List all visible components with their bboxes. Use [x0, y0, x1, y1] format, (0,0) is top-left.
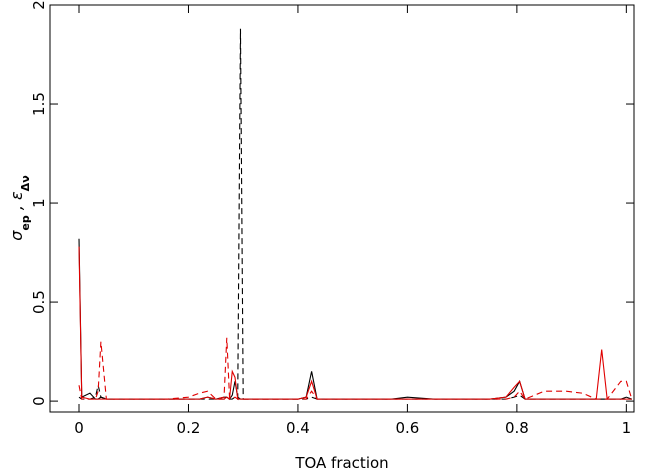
- data-line: [78, 246, 632, 401]
- x-tick-label: 1: [622, 419, 632, 437]
- data-line: [78, 28, 632, 401]
- x-tick-label: 0.4: [286, 419, 310, 437]
- data-line: [78, 238, 632, 400]
- x-tick-label: 0.2: [177, 419, 201, 437]
- y-label-symbol: σ: [7, 230, 26, 241]
- plot-frame: [49, 4, 635, 413]
- y-label-symbol: ,: [7, 200, 26, 215]
- y-tick-label: 0.5: [30, 290, 48, 314]
- data-line: [78, 337, 633, 400]
- y-tick-label: 1.5: [30, 92, 48, 116]
- y-label-subscript: Δν: [19, 175, 32, 191]
- x-tick-label: 0: [74, 419, 84, 437]
- y-tick-label: 2: [30, 0, 48, 10]
- x-tick-label: 0.6: [395, 419, 419, 437]
- y-axis-label: σep , εΔν: [7, 175, 32, 240]
- x-tick-label: 0.8: [505, 419, 529, 437]
- y-tick-label: 1: [30, 198, 48, 208]
- y-label-subscript: ep: [19, 215, 32, 230]
- y-tick-label: 0: [30, 396, 48, 406]
- x-axis-label: TOA fraction: [294, 454, 388, 472]
- y-label-symbol: ε: [7, 191, 26, 200]
